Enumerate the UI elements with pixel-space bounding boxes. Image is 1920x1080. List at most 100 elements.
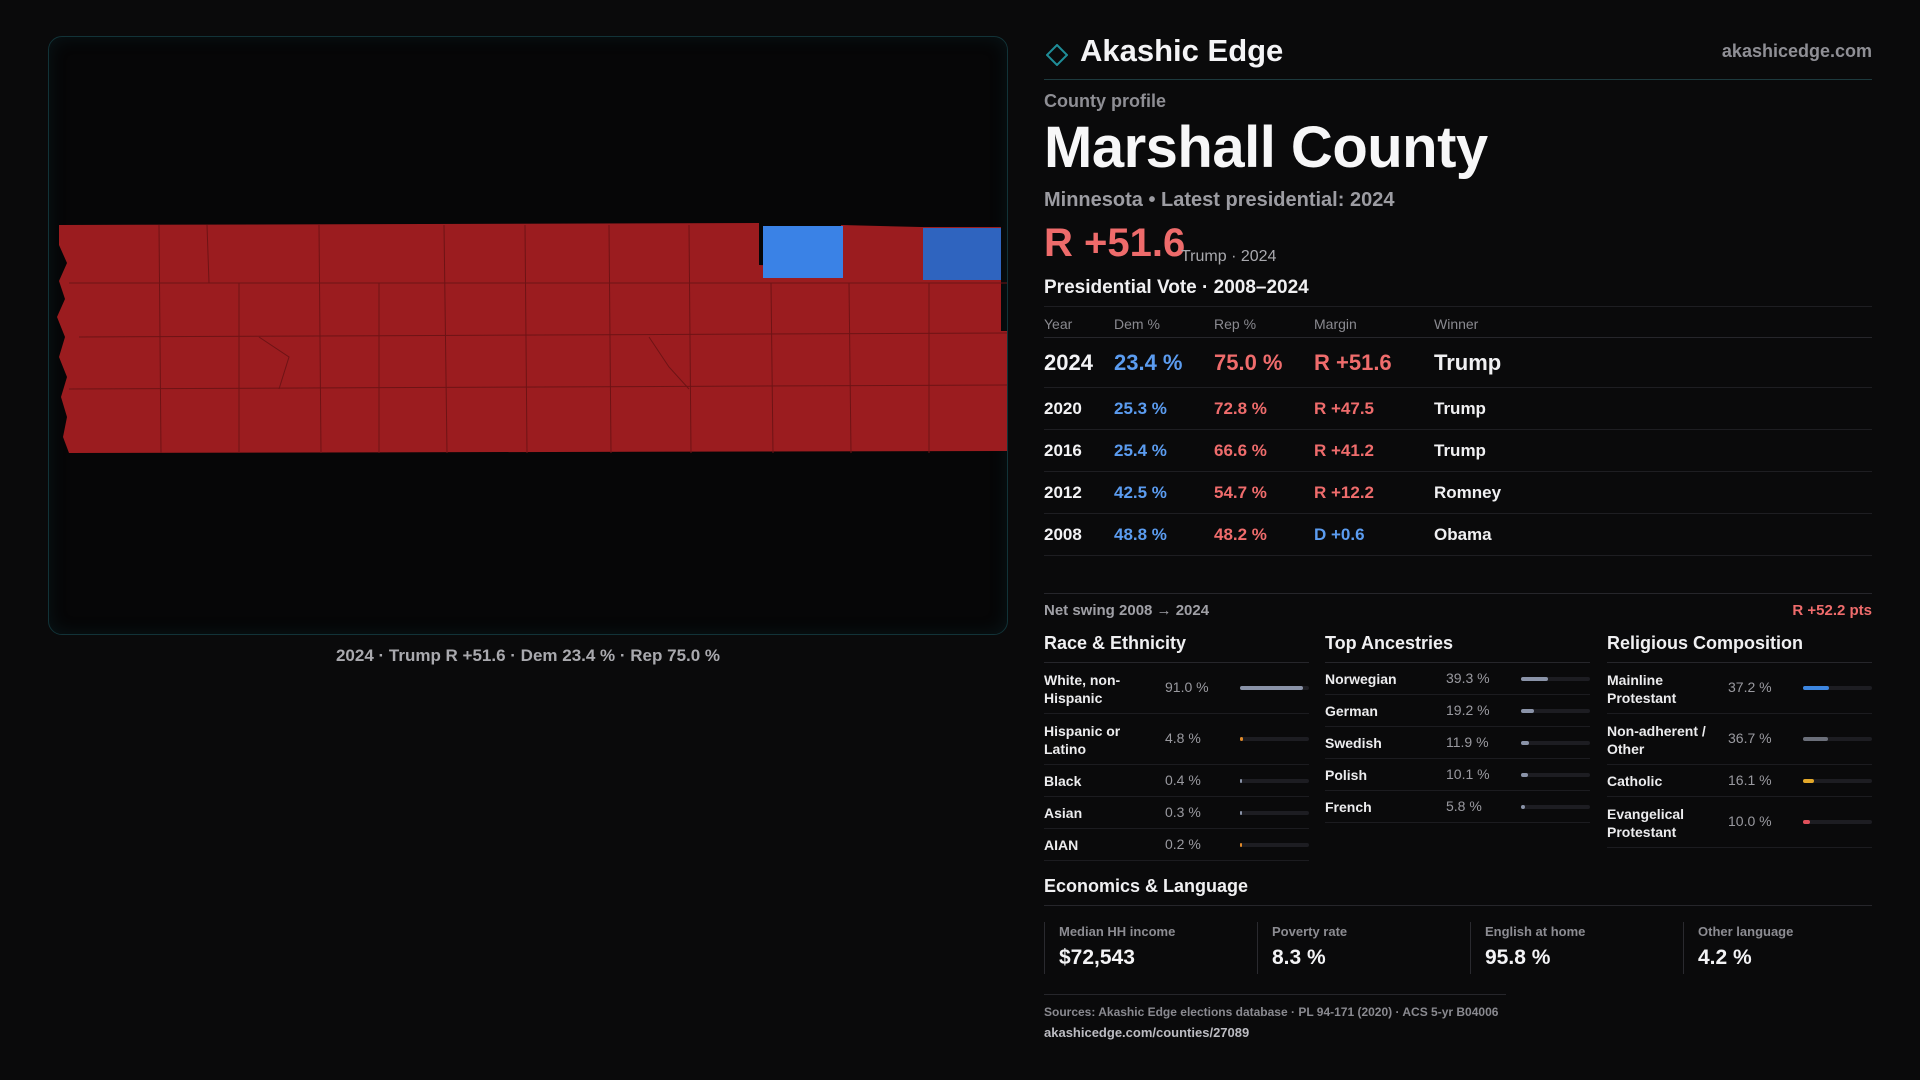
religion-bar-fill bbox=[1803, 779, 1815, 783]
net-swing-row: Net swing 2008 → 2024 R +52.2 pts bbox=[1044, 593, 1872, 619]
religion-bar bbox=[1803, 737, 1872, 741]
religion-bar bbox=[1803, 779, 1872, 783]
ancestry-bar bbox=[1521, 741, 1590, 745]
vote-year: 2024 bbox=[1044, 350, 1093, 375]
vote-row-0: 2024 23.4 % 75.0 % R +51.6 Trump bbox=[1044, 338, 1872, 388]
race-ethnicity-section: Race & Ethnicity White, non-Hispanic 91.0… bbox=[1044, 633, 1309, 861]
ancestry-value: 19.2 % bbox=[1446, 702, 1490, 718]
econ-label: English at home bbox=[1485, 924, 1586, 939]
race-row: Asian 0.3 % bbox=[1044, 797, 1309, 829]
race-value: 4.8 % bbox=[1165, 730, 1201, 746]
ancestry-value: 5.8 % bbox=[1446, 798, 1482, 814]
vote-row-4: 2008 48.8 % 48.2 % D +0.6 Obama bbox=[1044, 514, 1872, 556]
vote-winner: Trump bbox=[1434, 350, 1502, 375]
econ-value: 8.3 % bbox=[1272, 946, 1326, 969]
ancestry-bar bbox=[1521, 773, 1590, 777]
econ-value: 95.8 % bbox=[1485, 946, 1551, 969]
race-bar bbox=[1240, 686, 1309, 690]
econ-median-income: Median HH income $72,543 bbox=[1044, 922, 1251, 974]
race-label: Hispanic or Latino bbox=[1044, 723, 1121, 757]
ancestry-row: Norwegian 39.3 % bbox=[1325, 663, 1590, 695]
net-swing-label: Net swing 2008 → 2024 bbox=[1044, 602, 1210, 619]
ancestry-bar-fill bbox=[1521, 709, 1535, 713]
race-label: Asian bbox=[1044, 805, 1083, 821]
race-value: 0.3 % bbox=[1165, 804, 1201, 820]
ancestry-bar-fill bbox=[1521, 677, 1549, 681]
race-value: 91.0 % bbox=[1165, 679, 1209, 695]
religion-row: Non-adherent / Other 36.7 % bbox=[1607, 714, 1872, 765]
race-row: AIAN 0.2 % bbox=[1044, 829, 1309, 861]
vote-winner: Trump bbox=[1434, 399, 1486, 418]
religion-label: Mainline Protestant bbox=[1607, 672, 1677, 706]
race-value: 0.2 % bbox=[1165, 836, 1201, 852]
vote-year: 2020 bbox=[1044, 399, 1082, 418]
economics-title: Economics & Language bbox=[1044, 876, 1872, 906]
race-bar-fill bbox=[1240, 686, 1303, 690]
vote-year: 2008 bbox=[1044, 525, 1082, 544]
race-bar-fill bbox=[1240, 811, 1242, 815]
col-year: Year bbox=[1044, 316, 1073, 332]
religion-bar-fill bbox=[1803, 820, 1810, 824]
ancestry-bar bbox=[1521, 805, 1590, 809]
ancestry-bar bbox=[1521, 677, 1590, 681]
vote-row-3: 2012 42.5 % 54.7 % R +12.2 Romney bbox=[1044, 472, 1872, 514]
religion-bar-fill bbox=[1803, 737, 1829, 741]
vote-rep-pct: 75.0 % bbox=[1214, 350, 1283, 375]
race-label: Black bbox=[1044, 773, 1082, 789]
brand-url[interactable]: akashicedge.com bbox=[1721, 41, 1872, 61]
vote-section-title: Presidential Vote · 2008–2024 bbox=[1044, 277, 1309, 298]
col-rep: Rep % bbox=[1214, 316, 1257, 332]
econ-label: Other language bbox=[1698, 924, 1794, 939]
religion-value: 37.2 % bbox=[1728, 679, 1772, 695]
religion-row: Mainline Protestant 37.2 % bbox=[1607, 663, 1872, 714]
religion-value: 10.0 % bbox=[1728, 813, 1772, 829]
profile-panel: Akashic Edge akashicedge.com County prof… bbox=[1044, 30, 1872, 1040]
ancestry-bar-fill bbox=[1521, 805, 1525, 809]
econ-label: Poverty rate bbox=[1272, 924, 1348, 939]
economics-grid: Median HH income $72,543 Poverty rate 8.… bbox=[1044, 922, 1872, 974]
religion-row: Evangelical Protestant 10.0 % bbox=[1607, 797, 1872, 848]
religion-bar-fill bbox=[1803, 686, 1829, 690]
race-bar bbox=[1240, 811, 1309, 815]
race-label: AIAN bbox=[1044, 837, 1079, 853]
race-bar-fill bbox=[1240, 779, 1242, 783]
county-map-panel[interactable] bbox=[48, 36, 1008, 635]
ancestry-row: German 19.2 % bbox=[1325, 695, 1590, 727]
race-bar-fill bbox=[1240, 737, 1244, 741]
ancestry-label: French bbox=[1325, 799, 1372, 815]
religion-bar bbox=[1803, 686, 1872, 690]
religion-label: Catholic bbox=[1607, 773, 1663, 789]
diamond-icon bbox=[1046, 44, 1068, 66]
religion-value: 36.7 % bbox=[1728, 730, 1772, 746]
race-bar bbox=[1240, 737, 1309, 741]
vote-rep-pct: 66.6 % bbox=[1214, 441, 1267, 460]
vote-table: Year Dem % Rep % Margin Winner 2024 23.4 … bbox=[1044, 306, 1872, 556]
econ-value: $72,543 bbox=[1059, 946, 1135, 969]
vote-margin: R +41.2 bbox=[1314, 441, 1375, 460]
county-url-link[interactable]: akashicedge.com/counties/27089 bbox=[1044, 1025, 1250, 1040]
vote-dem-pct: 42.5 % bbox=[1114, 483, 1167, 502]
race-bar bbox=[1240, 779, 1309, 783]
vote-dem-pct: 25.3 % bbox=[1114, 399, 1167, 418]
sources-footer: Sources: Akashic Edge elections database… bbox=[1044, 994, 1506, 1040]
vote-margin: D +0.6 bbox=[1314, 525, 1365, 544]
col-dem: Dem % bbox=[1114, 316, 1160, 332]
ancestry-label: German bbox=[1325, 703, 1378, 719]
religion-bar bbox=[1803, 820, 1872, 824]
race-row: Hispanic or Latino 4.8 % bbox=[1044, 714, 1309, 765]
ancestry-bar-fill bbox=[1521, 773, 1528, 777]
vote-margin: R +47.5 bbox=[1314, 399, 1375, 418]
township-boundaries bbox=[68, 224, 1007, 454]
headline-margin-sub: Trump · 2024 bbox=[1181, 248, 1277, 265]
vote-dem-pct: 48.8 % bbox=[1114, 525, 1167, 544]
ancestry-row: Polish 10.1 % bbox=[1325, 759, 1590, 791]
religion-label: Non-adherent / Other bbox=[1607, 723, 1706, 757]
brand-name: Akashic Edge bbox=[1080, 33, 1284, 68]
race-row: Black 0.4 % bbox=[1044, 765, 1309, 797]
vote-dem-pct: 25.4 % bbox=[1114, 441, 1167, 460]
ancestry-label: Norwegian bbox=[1325, 671, 1397, 687]
ancestry-bar-fill bbox=[1521, 741, 1530, 745]
econ-poverty-rate: Poverty rate 8.3 % bbox=[1257, 922, 1464, 974]
dem-township-1 bbox=[763, 226, 843, 278]
vote-winner: Trump bbox=[1434, 441, 1486, 460]
